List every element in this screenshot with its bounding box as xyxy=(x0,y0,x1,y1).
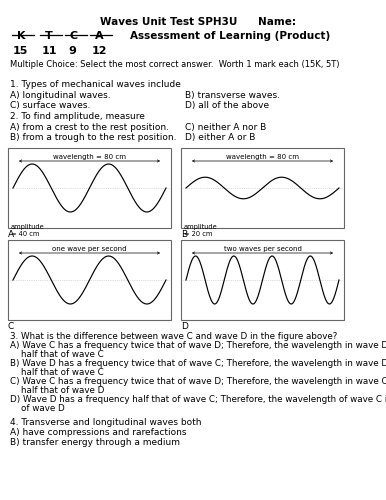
Text: 9: 9 xyxy=(68,46,76,56)
Text: amplitude
= 20 cm: amplitude = 20 cm xyxy=(184,224,218,237)
Text: B) transverse waves.: B) transverse waves. xyxy=(185,91,280,100)
Text: A) longitudinal waves.: A) longitudinal waves. xyxy=(10,91,111,100)
Text: B: B xyxy=(181,230,187,239)
Text: 15: 15 xyxy=(13,46,29,56)
Text: A) from a crest to the rest position.: A) from a crest to the rest position. xyxy=(10,123,169,132)
Text: half that of wave D: half that of wave D xyxy=(10,386,104,395)
Text: K: K xyxy=(17,31,25,41)
Text: wavelength = 80 cm: wavelength = 80 cm xyxy=(53,154,126,160)
Text: two waves per second: two waves per second xyxy=(223,246,301,252)
Text: Waves Unit Test SPH3U: Waves Unit Test SPH3U xyxy=(100,17,237,27)
Text: wavelength = 80 cm: wavelength = 80 cm xyxy=(226,154,299,160)
Text: D) either A or B: D) either A or B xyxy=(185,133,256,142)
Text: T: T xyxy=(45,31,53,41)
Text: 4. Transverse and longitudinal waves both: 4. Transverse and longitudinal waves bot… xyxy=(10,418,201,427)
Text: D) Wave D has a frequency half that of wave C; Therefore, the wavelength of wave: D) Wave D has a frequency half that of w… xyxy=(10,395,386,404)
Text: C) Wave C has a frequency twice that of wave D; Therefore, the wavelength in wav: C) Wave C has a frequency twice that of … xyxy=(10,377,386,386)
Text: A: A xyxy=(95,31,103,41)
Text: C: C xyxy=(8,322,14,331)
Text: C: C xyxy=(70,31,78,41)
Text: D: D xyxy=(181,322,188,331)
Text: A) Wave C has a frequency twice that of wave D; Therefore, the wavelength in wav: A) Wave C has a frequency twice that of … xyxy=(10,341,386,350)
Bar xyxy=(181,148,344,228)
Text: B) from a trough to the rest position.: B) from a trough to the rest position. xyxy=(10,133,176,142)
Bar xyxy=(8,240,171,320)
Text: A: A xyxy=(8,230,14,239)
Bar xyxy=(181,240,344,320)
Text: half that of wave C: half that of wave C xyxy=(10,368,104,377)
Text: Assessment of Learning (Product): Assessment of Learning (Product) xyxy=(130,31,330,41)
Text: 1. Types of mechanical waves include: 1. Types of mechanical waves include xyxy=(10,80,181,89)
Text: 12: 12 xyxy=(92,46,107,56)
Text: A) have compressions and rarefactions: A) have compressions and rarefactions xyxy=(10,428,186,437)
Text: Multiple Choice: Select the most correct answer.  Worth 1 mark each (15K, 5T): Multiple Choice: Select the most correct… xyxy=(10,60,340,69)
Text: 11: 11 xyxy=(42,46,58,56)
Text: 2. To find amplitude, measure: 2. To find amplitude, measure xyxy=(10,112,145,121)
Text: B) Wave D has a frequency twice that of wave C; Therefore, the wavelength in wav: B) Wave D has a frequency twice that of … xyxy=(10,359,386,368)
Text: 3. What is the difference between wave C and wave D in the figure above?: 3. What is the difference between wave C… xyxy=(10,332,337,341)
Text: C) neither A nor B: C) neither A nor B xyxy=(185,123,266,132)
Text: amplitude
= 40 cm: amplitude = 40 cm xyxy=(11,224,45,237)
Text: of wave D: of wave D xyxy=(10,404,65,413)
Text: one wave per second: one wave per second xyxy=(52,246,127,252)
Text: C) surface waves.: C) surface waves. xyxy=(10,101,90,110)
Text: half that of wave C: half that of wave C xyxy=(10,350,104,359)
Text: D) all of the above: D) all of the above xyxy=(185,101,269,110)
Text: B) transfer energy through a medium: B) transfer energy through a medium xyxy=(10,438,180,447)
Text: Name:: Name: xyxy=(258,17,296,27)
Bar xyxy=(8,148,171,228)
